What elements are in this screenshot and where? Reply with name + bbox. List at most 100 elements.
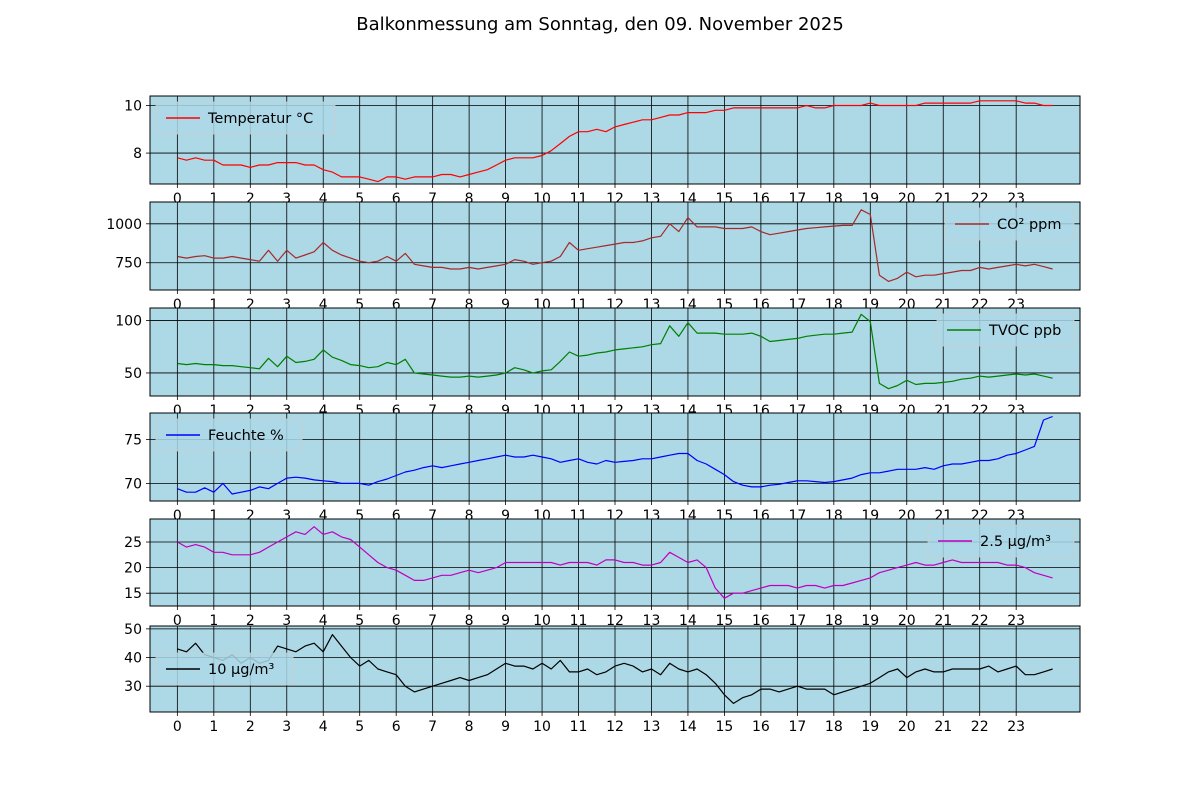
pm10-xtick-label: 2	[246, 719, 255, 735]
pm25-xtick-label: 11	[570, 613, 588, 629]
pm10-xtick-label: 10	[533, 719, 551, 735]
tvoc-xtick-label: 3	[282, 403, 291, 419]
temperature-xtick-label: 1	[209, 191, 218, 207]
pm25-legend-label: 2.5 µg/m³	[980, 534, 1051, 550]
tvoc-xtick-label: 9	[501, 403, 510, 419]
co2-legend: CO² ppm	[944, 207, 1075, 241]
pm10-xtick-label: 12	[606, 719, 624, 735]
pm10-series-line	[177, 633, 1053, 705]
temperature-xtick-label: 7	[428, 191, 437, 207]
temperature-xtick-label: 3	[282, 191, 291, 207]
pm25-xtick-label: 18	[825, 613, 843, 629]
co2-ytick-label: 750	[115, 256, 142, 272]
pm25-xtick-label: 13	[643, 613, 661, 629]
temperature-xtick-label: 0	[173, 191, 182, 207]
pm25-xtick-label: 8	[465, 613, 474, 629]
tvoc-xtick-label: 6	[392, 403, 401, 419]
humidity-xtick-label: 5	[355, 508, 364, 524]
pm25-xtick-label: 17	[788, 613, 806, 629]
temperature-legend-label: Temperatur °C	[207, 111, 313, 127]
pm10-xtick-label: 15	[715, 719, 733, 735]
pm25-series-line	[177, 526, 1053, 599]
pm25-xtick-label: 9	[501, 613, 510, 629]
co2-xtick-label: 0	[173, 297, 182, 313]
pm10-ytick-label: 40	[124, 651, 142, 667]
co2-xtick-label: 8	[465, 297, 474, 313]
pm25-xtick-label: 20	[898, 613, 916, 629]
humidity-xtick-label: 8	[465, 508, 474, 524]
panel-co2: 0 1 2 3 4 5 6 7 8 9 10 11 12 13 14 15 16 17 18 19 20 21 22 2375…	[106, 201, 1081, 313]
humidity-series-line	[177, 415, 1053, 495]
co2-legend-label: CO² ppm	[997, 217, 1062, 233]
humidity-xtick-label: 3	[282, 508, 291, 524]
pm25-axes-frame	[149, 518, 1081, 607]
humidity-axes-frame	[149, 412, 1081, 502]
pm10-xtick-label: 13	[643, 719, 661, 735]
pm25-xtick-label: 2	[246, 613, 255, 629]
pm10-xtick-label: 0	[173, 719, 182, 735]
pm10-xtick-label: 20	[898, 719, 916, 735]
co2-xtick-label: 3	[282, 297, 291, 313]
pm25-legend-box	[927, 524, 1075, 558]
pm25-xtick-label: 1	[209, 613, 218, 629]
tvoc-axes-frame	[149, 307, 1081, 397]
pm10-ytick-label: 50	[124, 622, 142, 638]
panel-humidity: 0 1 2 3 4 5 6 7 8 9 10 11 12 13 14 15 16 17 18 19 20 21 22 2370…	[124, 412, 1081, 524]
tvoc-xtick-label: 2	[246, 403, 255, 419]
pm25-xtick-label: 6	[392, 613, 401, 629]
temperature-axes-frame	[149, 95, 1081, 185]
temperature-series-line	[177, 100, 1053, 183]
pm25-xtick-label: 23	[1007, 613, 1025, 629]
co2-xtick-label: 7	[428, 297, 437, 313]
pm25-xtick-label: 0	[173, 613, 182, 629]
pm25-xtick-label: 16	[752, 613, 770, 629]
pm25-xtick-label: 3	[282, 613, 291, 629]
co2-xtick-label: 6	[392, 297, 401, 313]
humidity-xtick-label: 4	[319, 508, 328, 524]
tvoc-xtick-label: 0	[173, 403, 182, 419]
pm10-xtick-label: 21	[934, 719, 952, 735]
co2-xtick-label: 5	[355, 297, 364, 313]
panel-pm25: 0 1 2 3 4 5 6 7 8 9 10 11 12 13 14 15 16 17 18 19 20 21 22 2315…	[124, 518, 1081, 629]
co2-ytick-label: 1000	[106, 217, 142, 233]
pm25-legend: 2.5 µg/m³	[927, 524, 1075, 558]
pm25-xtick-label: 12	[606, 613, 624, 629]
pm10-xtick-label: 17	[788, 719, 806, 735]
pm25-ytick-label: 20	[124, 561, 142, 577]
pm10-xtick-label: 11	[570, 719, 588, 735]
temperature-xtick-label: 4	[319, 191, 328, 207]
pm10-xtick-label: 8	[465, 719, 474, 735]
pm25-xtick-label: 4	[319, 613, 328, 629]
tvoc-ytick-label: 50	[124, 366, 142, 382]
co2-xtick-label: 9	[501, 297, 510, 313]
pm25-xtick-label: 15	[715, 613, 733, 629]
pm10-legend-box	[155, 652, 294, 686]
pm25-xtick-label: 10	[533, 613, 551, 629]
temperature-xtick-label: 6	[392, 191, 401, 207]
humidity-ytick-label: 70	[124, 476, 142, 492]
pm10-xtick-label: 7	[428, 719, 437, 735]
pm10-xtick-label: 18	[825, 719, 843, 735]
tvoc-series-line	[177, 313, 1053, 390]
tvoc-legend-label: TVOC ppb	[988, 323, 1061, 339]
co2-series-line	[177, 209, 1053, 282]
co2-axes-frame	[149, 201, 1081, 291]
pm25-xtick-label: 22	[971, 613, 989, 629]
humidity-legend-label: Feuchte %	[208, 428, 284, 444]
pm10-legend-label: 10 µg/m³	[208, 662, 274, 678]
pm25-xtick-label: 21	[934, 613, 952, 629]
co2-legend-box	[944, 207, 1075, 241]
pm10-xtick-label: 16	[752, 719, 770, 735]
co2-xtick-label: 4	[319, 297, 328, 313]
tvoc-xtick-label: 8	[465, 403, 474, 419]
pm25-ytick-label: 15	[124, 586, 142, 602]
tvoc-xtick-label: 4	[319, 403, 328, 419]
figure-title: Balkonmessung am Sonntag, den 09. Novemb…	[356, 14, 844, 35]
tvoc-ytick-label: 100	[115, 314, 142, 330]
pm10-axes-frame	[149, 625, 1081, 713]
tvoc-xtick-label: 7	[428, 403, 437, 419]
humidity-ytick-label: 75	[124, 432, 142, 448]
pm10-xtick-label: 9	[501, 719, 510, 735]
tvoc-legend-box	[936, 313, 1075, 347]
